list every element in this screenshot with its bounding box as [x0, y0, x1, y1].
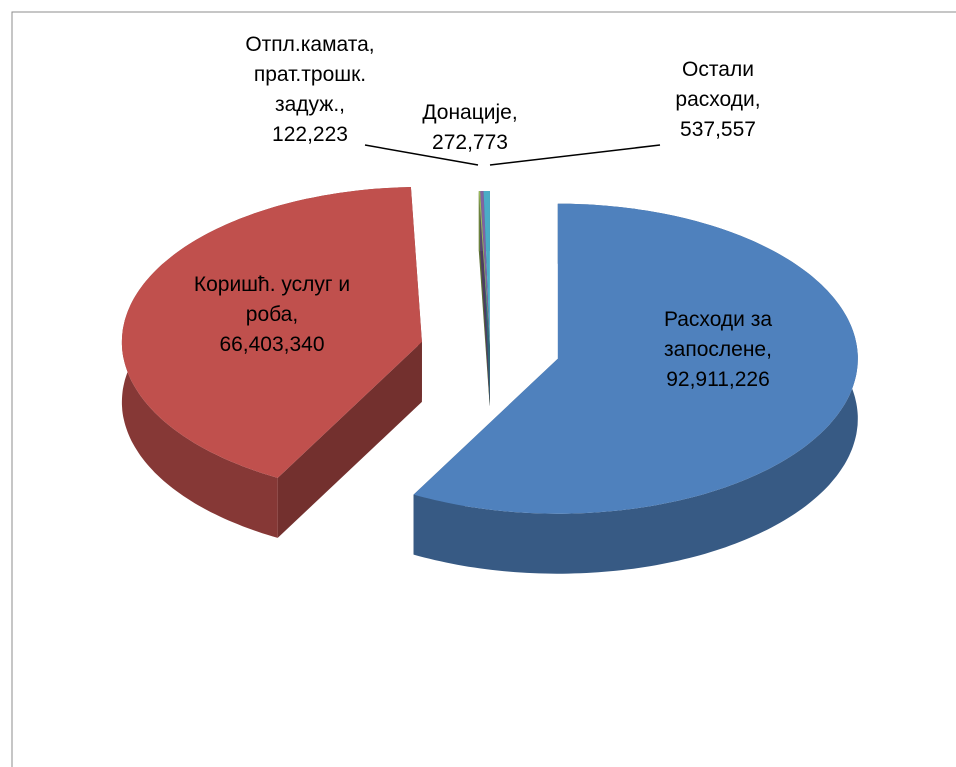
- category-name: Остали расходи: [675, 58, 755, 111]
- slice: [483, 191, 490, 346]
- label-separator: ,: [766, 338, 772, 361]
- data-label: Коришћ. услуг и роба, 66,403,340: [192, 270, 352, 360]
- value-label: 122,223: [272, 123, 348, 146]
- category-name: Отпл.камата, прат.трошк. задуж.: [245, 33, 375, 116]
- slice: [413, 203, 858, 514]
- value-label: 66,403,340: [219, 333, 325, 356]
- category-name: Коришћ. услуг и роба: [193, 273, 351, 326]
- category-name: Донације: [422, 101, 512, 124]
- label-separator: ,: [339, 93, 346, 116]
- data-label: Донације, 272,773: [410, 98, 530, 158]
- leader-line: [489, 144, 661, 166]
- data-label: Расходи за запослене, 92,911,226: [633, 305, 803, 395]
- label-separator: ,: [292, 303, 299, 326]
- slice: [478, 191, 490, 346]
- leader-line: [364, 144, 479, 166]
- slice-wall: [277, 341, 422, 538]
- slice: [121, 187, 422, 478]
- value-label: 92,911,226: [666, 368, 770, 391]
- label-separator: ,: [754, 88, 761, 111]
- data-label: Остали расходи, 537,557: [658, 55, 778, 145]
- slice: [480, 191, 490, 346]
- pie: [121, 187, 858, 574]
- category-name: Расходи за запослене: [663, 308, 773, 361]
- value-label: 272,773: [432, 131, 508, 154]
- data-label: Отпл.камата, прат.трошк. задуж., 122,223: [230, 30, 390, 150]
- slice-side: [478, 191, 481, 252]
- value-label: 537,557: [680, 118, 756, 141]
- label-separator: ,: [511, 101, 518, 124]
- chart-frame: [11, 11, 956, 767]
